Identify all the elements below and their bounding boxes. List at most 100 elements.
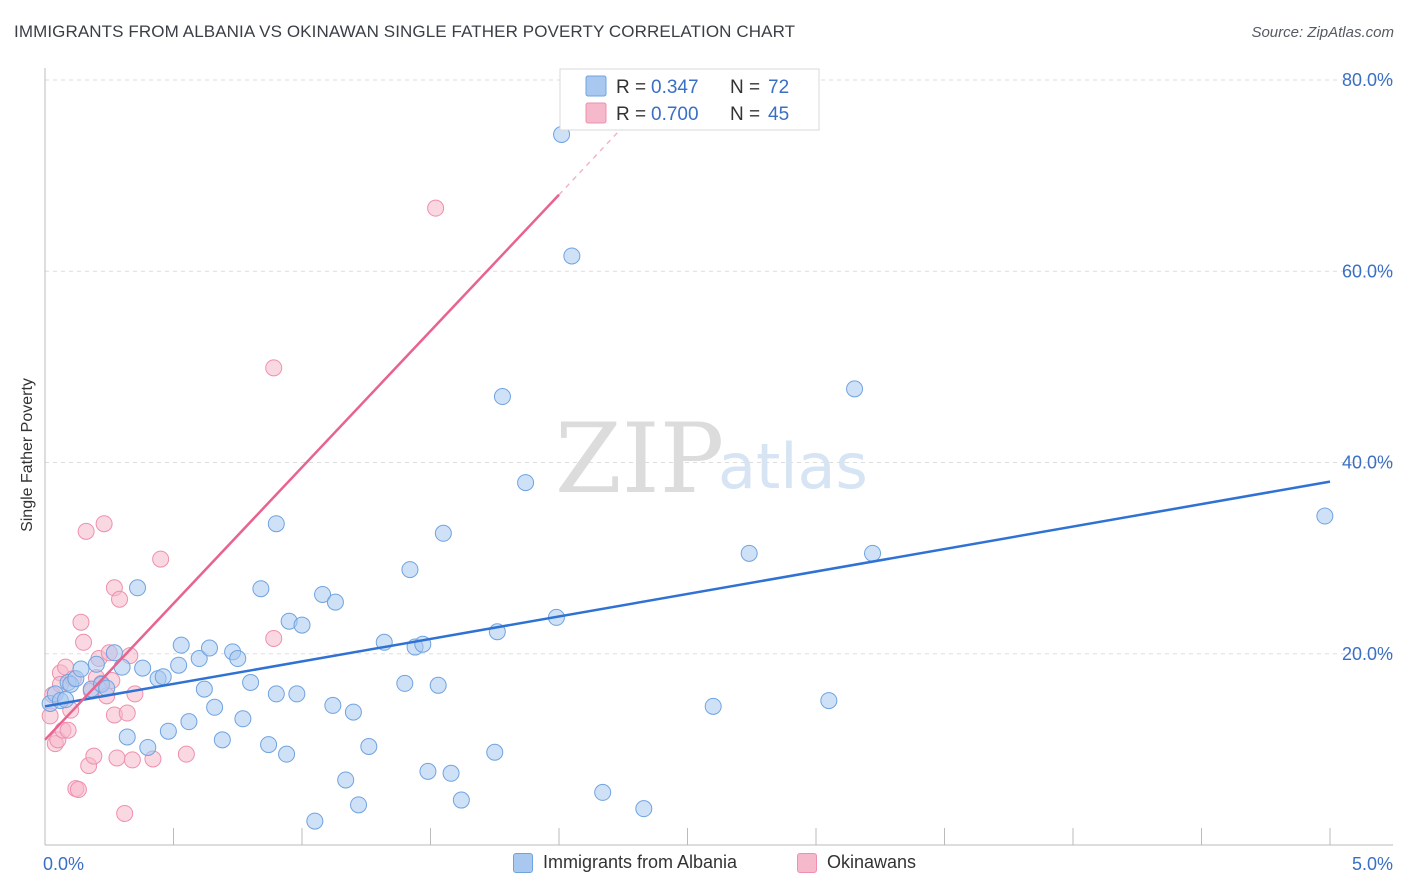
data-point: [427, 199, 445, 217]
legend-label-albania: Immigrants from Albania: [543, 852, 738, 872]
data-point: [234, 710, 252, 728]
data-point: [265, 359, 283, 377]
legend-r-value: 0.700: [651, 104, 699, 125]
data-point: [180, 713, 198, 731]
data-point: [213, 731, 231, 749]
data-point: [252, 580, 270, 598]
data-point: [278, 745, 296, 763]
data-point: [360, 738, 378, 756]
legend-item-okinawans: Okinawans: [797, 852, 916, 873]
data-point: [493, 388, 511, 406]
data-point: [265, 629, 283, 647]
watermark-zip: ZIP: [555, 403, 724, 515]
data-point: [267, 515, 285, 533]
data-point: [123, 751, 141, 769]
data-point: [139, 738, 157, 756]
data-point: [87, 655, 105, 673]
data-point: [154, 668, 172, 686]
data-point: [111, 590, 129, 608]
data-point: [69, 781, 87, 799]
legend-bottom: Immigrants from Albania Okinawans: [0, 850, 1406, 880]
data-point: [95, 515, 113, 533]
data-point: [108, 749, 126, 767]
data-point: [486, 743, 504, 761]
data-point: [314, 585, 332, 603]
data-point: [396, 674, 414, 692]
data-point: [419, 762, 437, 780]
data-point: [200, 639, 218, 657]
y-tick-label: 60.0%: [1342, 261, 1393, 281]
data-point: [113, 658, 131, 676]
y-tick-label: 80.0%: [1342, 70, 1393, 90]
source-credit: Source: ZipAtlas.com: [1251, 24, 1394, 41]
legend-n-value: 72: [768, 77, 789, 98]
data-point: [172, 636, 190, 654]
data-point: [704, 697, 722, 715]
data-point: [517, 474, 535, 492]
y-tick-label: 20.0%: [1342, 644, 1393, 664]
trend-line: [44, 480, 1331, 708]
data-point: [288, 685, 306, 703]
data-point: [129, 579, 147, 597]
data-point: [72, 660, 90, 678]
data-point: [740, 544, 758, 562]
data-point: [452, 791, 470, 809]
data-point: [116, 804, 134, 822]
data-point: [864, 544, 882, 562]
data-point: [242, 673, 260, 691]
data-point: [75, 633, 93, 651]
data-point: [190, 650, 208, 668]
data-point: [159, 722, 177, 740]
data-point: [401, 561, 419, 579]
legend-swatch-okinawans: [797, 852, 817, 873]
data-point: [77, 522, 95, 540]
data-point: [434, 524, 452, 542]
data-point: [344, 703, 362, 721]
data-point: [57, 691, 75, 709]
watermark: ZIP atlas: [555, 403, 868, 515]
legend-n-label: N =: [730, 104, 760, 125]
data-points: [41, 126, 1334, 830]
data-point: [152, 550, 170, 568]
watermark-atlas: atlas: [718, 430, 868, 503]
data-point: [170, 656, 188, 674]
data-point: [177, 745, 195, 763]
data-point: [118, 704, 136, 722]
data-point: [442, 764, 460, 782]
data-point: [594, 783, 612, 801]
legend-r-label: R =: [616, 77, 646, 98]
legend-label-okinawans: Okinawans: [827, 852, 917, 872]
data-point: [229, 650, 247, 668]
tick-labels: 20.0% 40.0% 60.0% 80.0% 0.0% 5.0%: [43, 70, 1393, 874]
legend-swatch-okinawans: [585, 102, 607, 124]
legend-top: R = 0.347 N = 72 R = 0.700 N = 45: [559, 68, 820, 131]
legend-n-label: N =: [730, 77, 760, 98]
data-point: [337, 771, 355, 789]
trend-line: [44, 193, 560, 741]
data-point: [563, 247, 581, 265]
data-point: [126, 685, 144, 703]
legend-r-label: R =: [616, 104, 646, 125]
data-point: [118, 728, 136, 746]
grid-lines: [45, 79, 1393, 655]
data-point: [59, 721, 77, 739]
data-point: [820, 692, 838, 710]
legend-swatch-albania: [513, 852, 533, 873]
legend-r-value: 0.347: [651, 77, 699, 98]
data-point: [195, 680, 213, 698]
y-tick-label: 40.0%: [1342, 453, 1393, 473]
x-tick-label: 0.0%: [43, 854, 84, 874]
data-point: [72, 613, 90, 631]
data-point: [267, 685, 285, 703]
legend-swatch-albania: [585, 75, 607, 97]
data-point: [350, 796, 368, 814]
data-point: [85, 747, 103, 765]
data-point: [293, 616, 311, 634]
legend-item-albania: Immigrants from Albania: [513, 852, 737, 873]
legend-n-value: 45: [768, 104, 789, 125]
data-point: [326, 593, 344, 611]
data-point: [105, 644, 123, 662]
chart-title: IMMIGRANTS FROM ALBANIA VS OKINAWAN SING…: [14, 22, 796, 41]
data-point: [206, 698, 224, 716]
